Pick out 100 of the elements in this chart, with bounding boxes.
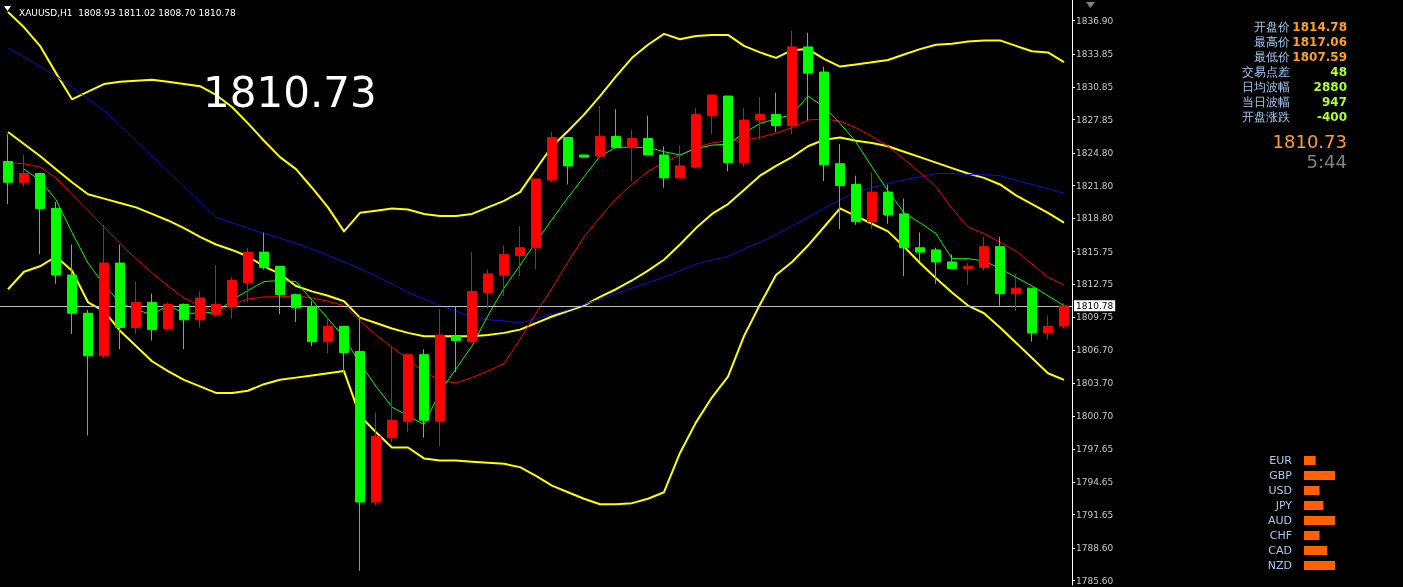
candlestick (131, 281, 141, 335)
candlestick (931, 247, 941, 285)
bar (1304, 471, 1335, 480)
candlestick (515, 225, 525, 277)
candlestick (307, 300, 317, 347)
y-tick-label: 1821.80 (1076, 180, 1114, 191)
candlestick (1043, 314, 1053, 340)
candlestick (627, 129, 637, 182)
bar (1304, 531, 1320, 540)
candlestick (1011, 273, 1021, 312)
candlestick (323, 317, 333, 355)
candlestick (35, 173, 45, 255)
text: -400 (1316, 110, 1347, 124)
candlestick (611, 108, 621, 149)
candlestick (595, 105, 605, 157)
y-tick-label: 1806.70 (1076, 345, 1114, 356)
text: 48 (1330, 65, 1347, 79)
candlestick (51, 201, 61, 285)
y-tick-label: 1824.80 (1076, 147, 1114, 158)
text: 最高价 (1254, 35, 1290, 49)
candlestick (339, 325, 349, 373)
candlestick (83, 309, 93, 436)
bar (1304, 486, 1320, 495)
candlestick (259, 231, 269, 271)
text: XAUUSD,H1 1808.93 1811.02 1808.70 1810.78 (19, 7, 236, 18)
candlestick (243, 247, 253, 303)
y-tick-label: 1815.75 (1076, 246, 1114, 257)
y-tick-label: CHF (1269, 529, 1292, 542)
y-tick-label: USD (1268, 484, 1292, 497)
candlestick (163, 301, 173, 332)
annotation: 1810.73 (203, 68, 377, 117)
text: 开盘涨跌 (1242, 110, 1290, 124)
candlestick (643, 115, 653, 156)
y-tick-label: CAD (1268, 544, 1292, 557)
candlestick (3, 133, 13, 205)
candlestick (371, 412, 381, 506)
text: 交易点差 (1242, 65, 1290, 79)
candlestick (835, 143, 845, 230)
ref-line-label: 1810.78 (1076, 300, 1114, 311)
y-tick-label: 1830.85 (1076, 81, 1114, 92)
candlestick (67, 243, 77, 335)
candlestick (179, 302, 189, 350)
bar (1304, 516, 1335, 525)
candlestick (499, 245, 509, 297)
candlestick (275, 265, 285, 315)
text: 5:44 (1306, 151, 1347, 172)
bar (1304, 456, 1316, 465)
y-tick-label: 1836.90 (1076, 15, 1114, 26)
bar (1304, 561, 1335, 570)
y-tick-label: 1827.85 (1076, 114, 1114, 125)
candlestick (483, 269, 493, 310)
y-tick-label: 1794.65 (1076, 476, 1114, 487)
bar (1304, 546, 1328, 555)
y-tick-label: 1833.85 (1076, 49, 1114, 60)
text: 1807.59 (1292, 50, 1347, 64)
candlestick (563, 137, 573, 185)
y-tick-label: EUR (1269, 454, 1293, 467)
y-tick-label: 1803.70 (1076, 378, 1114, 389)
candlestick (867, 171, 877, 230)
text: 最低价 (1254, 50, 1290, 64)
y-tick-label: 1809.75 (1076, 312, 1114, 323)
y-tick-label: AUD (1267, 514, 1292, 527)
y-tick-label: 1791.65 (1076, 509, 1114, 520)
y-tick-label: 1788.60 (1076, 542, 1114, 553)
candlestick (19, 154, 29, 188)
candlestick (227, 276, 237, 320)
text: 1810.73 (1272, 131, 1347, 152)
text: 日均波幅 (1242, 80, 1290, 94)
candlestick (851, 175, 861, 226)
candlestick (579, 154, 589, 158)
candlestick (547, 131, 557, 183)
candlestick (947, 253, 957, 269)
candlestick (899, 198, 909, 277)
candlestick (467, 251, 477, 344)
candlestick (979, 236, 989, 272)
y-tick-label: JPY (1274, 499, 1293, 512)
candlestick (1027, 287, 1037, 343)
y-tick-label: NZD (1267, 559, 1292, 572)
y-tick-label: 1797.65 (1076, 444, 1114, 455)
candlestick (659, 145, 669, 189)
candlestick (963, 262, 973, 286)
candlestick (291, 293, 301, 323)
bar (1304, 501, 1324, 510)
candlestick (147, 293, 157, 342)
candlestick (1059, 302, 1069, 330)
candlestick (675, 144, 685, 179)
candlestick (915, 231, 925, 262)
text: 1817.06 (1292, 35, 1347, 49)
y-tick-label: 1800.70 (1076, 410, 1114, 421)
candlestick (883, 183, 893, 225)
candlestick (99, 224, 109, 359)
candlestick (995, 236, 1005, 307)
candlestick (531, 178, 541, 271)
text: 2880 (1313, 80, 1347, 94)
y-tick-label: 1785.60 (1076, 575, 1114, 586)
candlestick (707, 94, 717, 135)
text: 开盘价 (1254, 20, 1290, 34)
text: 1814.78 (1292, 20, 1347, 34)
y-tick-label: 1812.75 (1076, 279, 1114, 290)
text: 当日波幅 (1242, 95, 1290, 109)
